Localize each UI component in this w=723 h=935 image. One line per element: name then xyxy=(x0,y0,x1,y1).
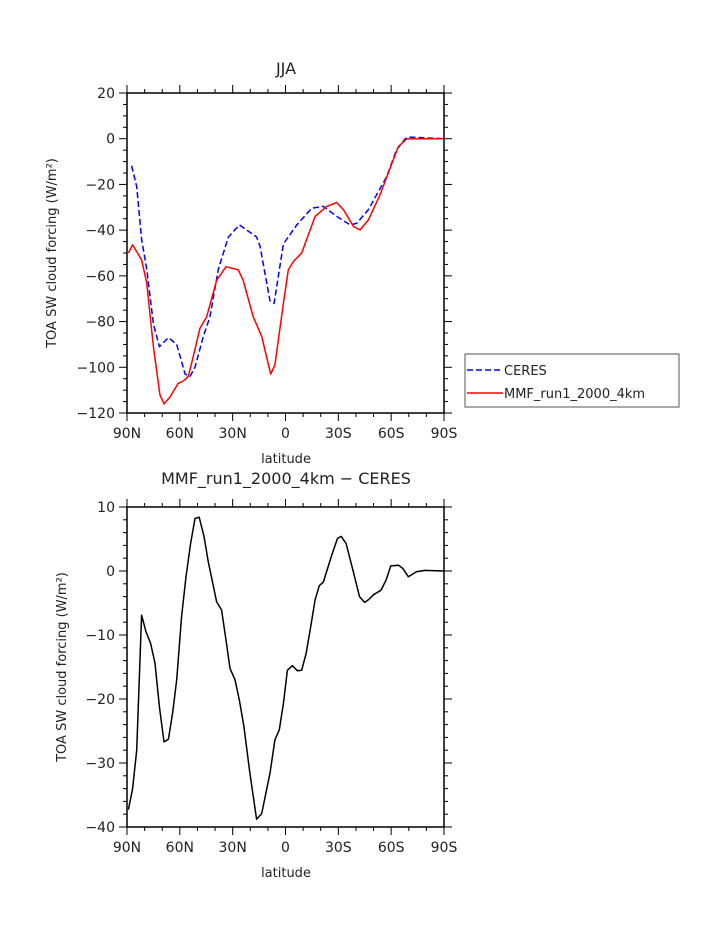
x-tick-label: 30N xyxy=(219,426,247,442)
x-tick-label: 60S xyxy=(378,426,405,442)
x-tick-label: 30S xyxy=(325,426,352,442)
plot-frame xyxy=(126,92,445,414)
series-line-ceres xyxy=(130,136,445,378)
chart-title: JJA xyxy=(275,59,296,78)
x-axis-label: latitude xyxy=(261,452,311,467)
y-tick-label: −60 xyxy=(85,269,115,285)
x-tick-label: 90S xyxy=(431,840,458,856)
y-tick-label: −30 xyxy=(85,756,115,772)
x-tick-label: 30N xyxy=(219,840,247,856)
y-tick-label: −20 xyxy=(85,692,115,708)
y-tick-label: 0 xyxy=(106,564,115,580)
legend: CERES MMF_run1_2000_4km xyxy=(464,353,680,408)
legend-label-ceres: CERES xyxy=(504,364,547,379)
x-tick-label: 60N xyxy=(166,840,194,856)
y-axis-label: TOA SW cloud forcing (W/m²) xyxy=(45,158,60,349)
y-tick-label: −40 xyxy=(85,820,115,836)
x-tick-label: 60N xyxy=(166,426,194,442)
x-tick-label: 0 xyxy=(281,426,290,442)
y-tick-label: −10 xyxy=(85,628,115,644)
legend-label-mmf: MMF_run1_2000_4km xyxy=(504,387,645,402)
x-tick-label: 60S xyxy=(378,840,405,856)
y-tick-label: −100 xyxy=(77,360,115,376)
y-tick-label: −120 xyxy=(77,406,115,422)
series-line-difference xyxy=(127,516,445,821)
x-tick-label: 0 xyxy=(281,840,290,856)
x-tick-label: 30S xyxy=(325,840,352,856)
y-tick-label: −20 xyxy=(85,177,115,193)
y-tick-label: 0 xyxy=(106,132,115,148)
bottom-panel-difference: MMF_run1_2000_4km − CERES latitude TOA S… xyxy=(55,469,457,881)
y-axis-label: TOA SW cloud forcing (W/m²) xyxy=(55,572,70,763)
series-line-mmf-run1-2000-4km xyxy=(127,137,445,405)
y-tick-label: 20 xyxy=(97,86,115,102)
y-tick-label: −80 xyxy=(85,315,115,331)
top-panel-jja: JJA latitude TOA SW cloud forcing (W/m²)… xyxy=(45,59,457,467)
y-tick-label: 10 xyxy=(97,500,115,516)
plot-frame xyxy=(126,506,445,828)
x-tick-label: 90S xyxy=(431,426,458,442)
x-axis-label: latitude xyxy=(261,866,311,881)
y-tick-label: −40 xyxy=(85,223,115,239)
x-tick-label: 90N xyxy=(113,840,141,856)
chart-title: MMF_run1_2000_4km − CERES xyxy=(161,469,411,489)
legend-box xyxy=(464,353,680,408)
x-tick-label: 90N xyxy=(113,426,141,442)
